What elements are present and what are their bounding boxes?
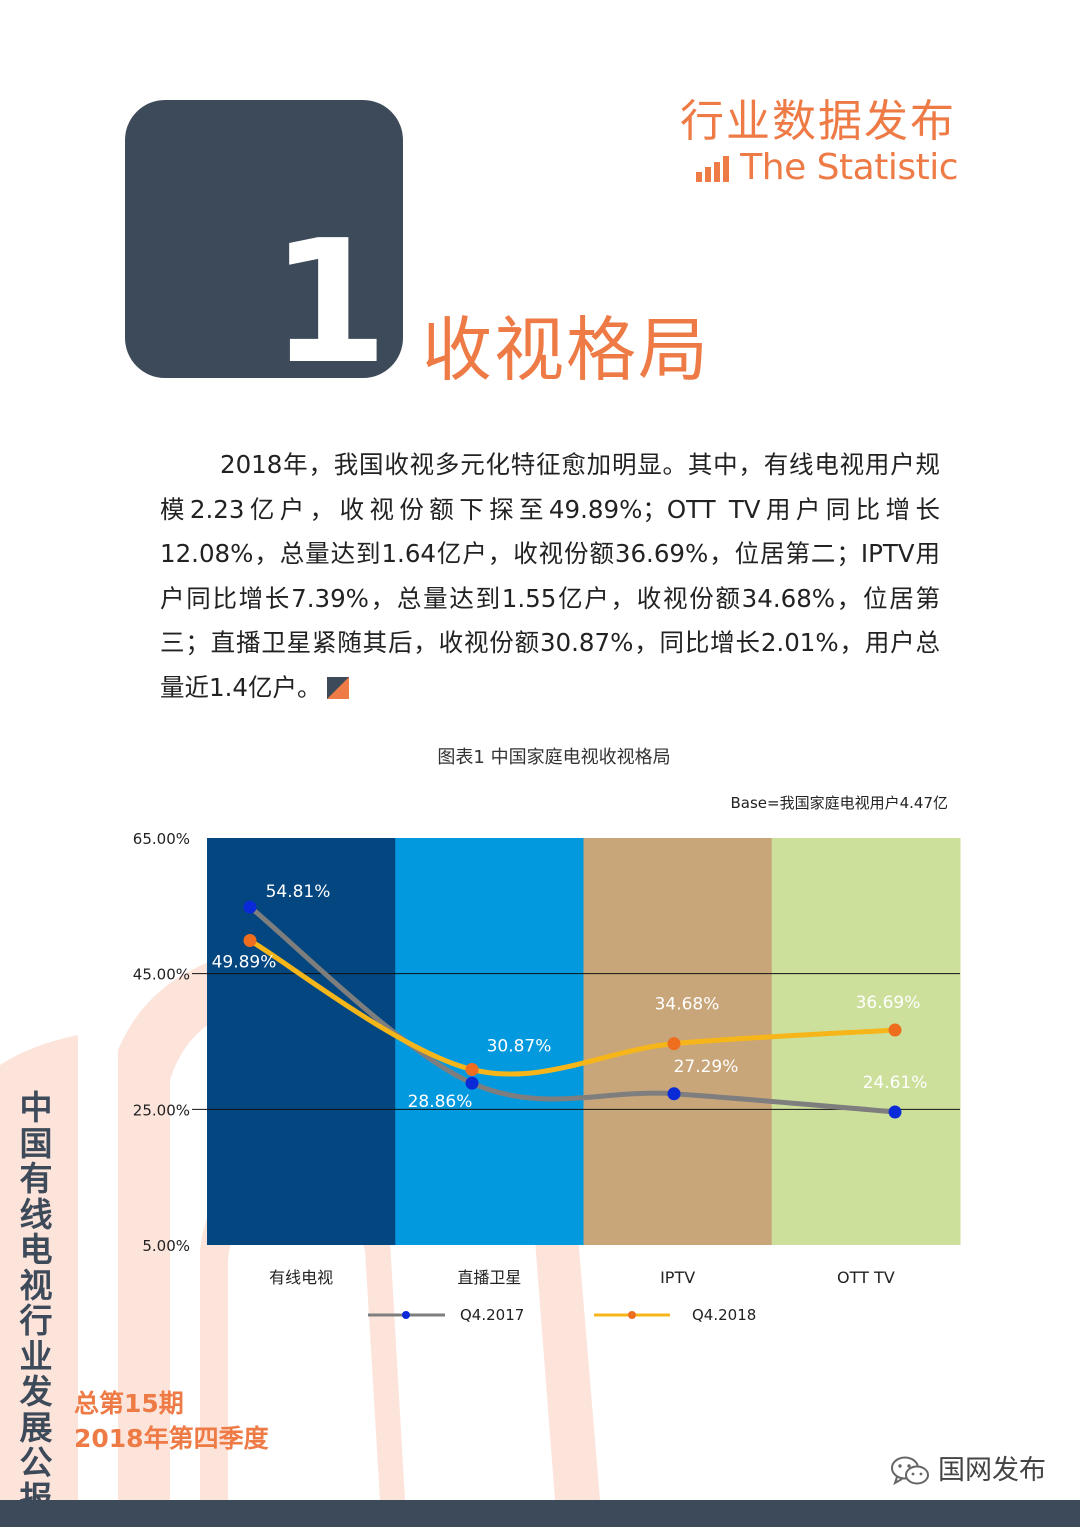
x-category-label: 直播卫星 (457, 1268, 521, 1287)
body-paragraph-text: 2018年，我国收视多元化特征愈加明显。其中，有线电视用户规模2.23亿户，收视… (160, 450, 940, 702)
wechat-account-name: 国网发布 (938, 1455, 1046, 1486)
report-vertical-title: 中国有线电视行业发展公报 (19, 1088, 53, 1518)
data-point-Q4.2017 (888, 1105, 902, 1119)
legend-marker-Q4.2018 (628, 1311, 636, 1319)
y-tick-label: 5.00% (142, 1237, 190, 1255)
data-label-Q4.2018: 36.69% (856, 993, 921, 1013)
brand-title-en: The Statistic (740, 147, 958, 188)
y-tick-label: 45.00% (133, 966, 190, 984)
category-band-0 (207, 838, 396, 1245)
legend-marker-Q4.2017 (402, 1311, 410, 1319)
data-point-Q4.2018 (243, 933, 257, 947)
section-number-box (125, 100, 403, 378)
category-band-3 (771, 838, 961, 1245)
data-label-Q4.2018: 49.89% (212, 952, 277, 972)
section-number: 1 (270, 204, 389, 402)
issue-period: 2018年第四季度 (74, 1424, 269, 1453)
footer-bar (0, 1500, 1080, 1527)
data-point-Q4.2017 (465, 1076, 479, 1090)
data-label-Q4.2018: 34.68% (655, 995, 720, 1015)
x-category-label: IPTV (660, 1268, 695, 1287)
series-line-Q4.2018 (247, 937, 898, 1077)
chart: 65.00% 45.00% 25.00% 5.00% 有线电视 直播卫星 IPTV OTT T… (133, 830, 961, 1324)
data-point-Q4.2018 (888, 1023, 902, 1037)
brand-title-cn: 行业数据发布 (680, 96, 956, 147)
section-title: 收视格局 (422, 309, 710, 391)
y-tick-label: 65.00% (133, 830, 190, 848)
chart-base-note: Base=我国家庭电视用户4.47亿 (730, 794, 949, 812)
bar-chart-icon (696, 156, 730, 182)
wechat-badge: 国网发布 (890, 1455, 1046, 1487)
brand-title-en-row: The Statistic (696, 148, 958, 188)
x-category-label: OTT TV (837, 1268, 895, 1287)
data-label-Q4.2018: 30.87% (487, 1037, 552, 1057)
data-point-Q4.2017 (243, 900, 257, 914)
body-paragraph: 2018年，我国收视多元化特征愈加明显。其中，有线电视用户规模2.23亿户，收视… (160, 443, 940, 711)
legend-label-Q4.2017: Q4.2017 (460, 1306, 524, 1324)
data-label-Q4.2017: 54.81% (266, 882, 331, 902)
issue-number: 总第15期 (74, 1389, 184, 1418)
y-tick-label: 25.00% (133, 1101, 190, 1119)
legend-label-Q4.2018: Q4.2018 (692, 1306, 756, 1324)
category-band-1 (395, 838, 584, 1245)
wechat-icon (891, 1456, 929, 1486)
issue-info: 总第15期 2018年第四季度 (74, 1386, 269, 1456)
data-label-Q4.2017: 28.86% (408, 1092, 473, 1112)
paragraph-end-mark-icon (327, 676, 350, 699)
chart-title: 图表1 中国家庭电视收视格局 (437, 747, 671, 768)
data-label-Q4.2017: 24.61% (863, 1073, 928, 1093)
x-category-label: 有线电视 (269, 1268, 333, 1287)
data-label-Q4.2017: 27.29% (674, 1057, 739, 1077)
data-point-Q4.2017 (667, 1087, 681, 1101)
data-point-Q4.2018 (465, 1063, 479, 1077)
series-line-Q4.2017 (247, 904, 898, 1115)
data-point-Q4.2018 (667, 1037, 681, 1051)
